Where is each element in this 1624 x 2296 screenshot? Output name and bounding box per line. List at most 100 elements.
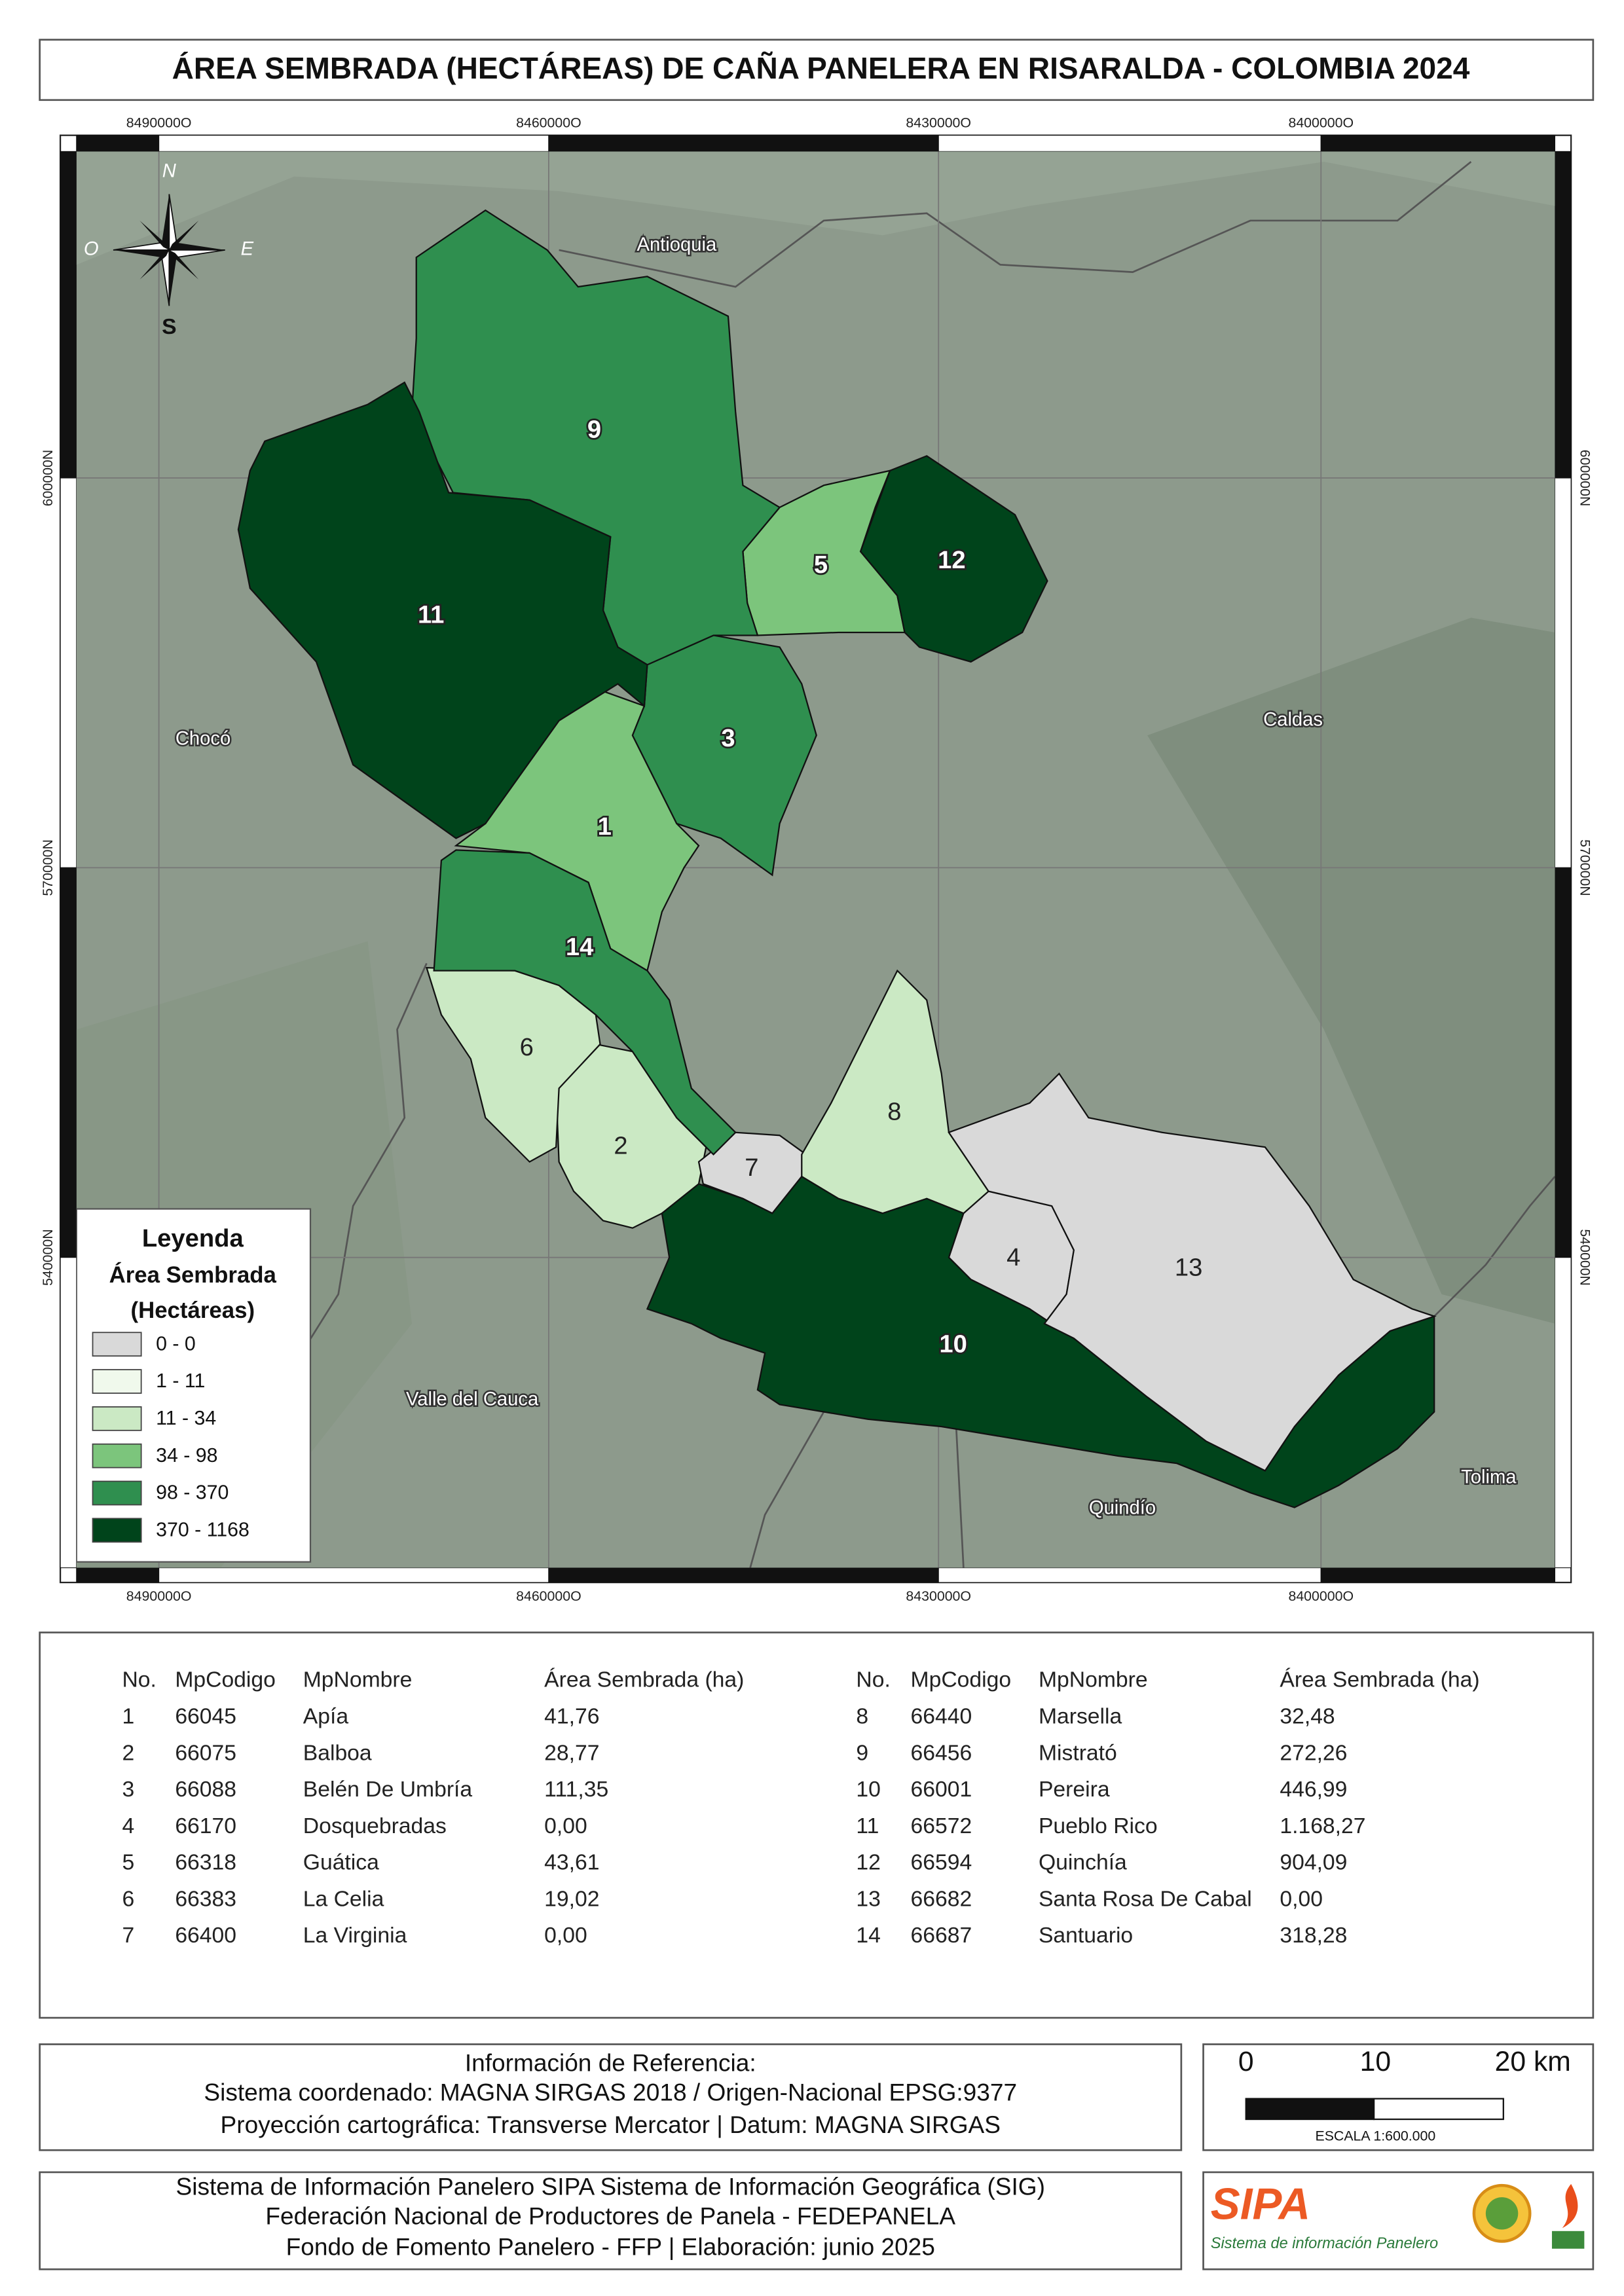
table-cell: 66088: [175, 1777, 236, 1802]
legend-swatch: [92, 1406, 142, 1431]
x-coordinate: 8400000O: [1288, 115, 1354, 130]
table-header: No.: [856, 1668, 890, 1692]
reference-box: [39, 2043, 1183, 2151]
table-cell: 66400: [175, 1923, 236, 1948]
table-cell: 28,77: [544, 1741, 599, 1765]
department-border: [1433, 1176, 1555, 1317]
logo-emblem: [1562, 2183, 1578, 2229]
table-cell: 66170: [175, 1814, 236, 1838]
frame-tick: [158, 1567, 549, 1583]
table: No. MpCodigo MpNombre Área Sembrada (ha) No.…: [122, 1668, 1479, 1948]
frame-tick: [548, 135, 939, 152]
municipality: [859, 455, 1048, 663]
y-coordinate: 600000N: [40, 450, 56, 507]
table-cell: Apía: [303, 1705, 349, 1729]
municipality-number: 13: [1175, 1254, 1202, 1282]
footer-line: Federación Nacional de Productores de Pa…: [265, 2202, 955, 2229]
frame-tick: [1554, 1257, 1572, 1569]
scale-segment: [1245, 2098, 1375, 2121]
y-coordinate: 540000N: [40, 1229, 56, 1286]
terrain: [1147, 617, 1555, 1324]
table-cell: 66075: [175, 1741, 236, 1765]
table-cell: 3: [122, 1777, 134, 1802]
table-cell: 0,00: [1280, 1887, 1323, 1911]
logo-emblem: [1551, 2231, 1585, 2249]
table-cell: 19,02: [544, 1887, 599, 1911]
table-cell: 10: [856, 1777, 880, 1802]
reference: Información de Referencia:Sistema coorde…: [204, 2049, 1017, 2138]
table-cell: 318,28: [1280, 1923, 1347, 1948]
table-cell: Balboa: [303, 1741, 372, 1765]
table-cell: 66687: [911, 1923, 972, 1948]
table-cell: 904,09: [1280, 1851, 1347, 1875]
municipality-number: 14: [566, 933, 594, 961]
table-cell: 4: [122, 1814, 134, 1838]
table-cell: 0,00: [544, 1814, 587, 1838]
frame-tick: [60, 1257, 77, 1569]
municipality-number: 2: [614, 1131, 627, 1159]
frame-tick: [76, 1567, 160, 1583]
frame-tick: [938, 1567, 1321, 1583]
reference-line: Sistema coordenado: MAGNA SIRGAS 2018 / …: [204, 2079, 1017, 2106]
table-cell: 6: [122, 1887, 134, 1911]
y-coordinate: 540000N: [1578, 1229, 1593, 1286]
legend-label: 98 - 370: [156, 1482, 229, 1504]
logo-name: SIPA: [1211, 2180, 1310, 2229]
x-coordinate: 8430000O: [906, 1588, 971, 1604]
x-coordinate: 8490000O: [126, 115, 192, 130]
table-cell: Santuario: [1039, 1923, 1133, 1948]
table-header: Área Sembrada (ha): [544, 1668, 744, 1692]
table-cell: 5: [122, 1851, 134, 1875]
table-cell: 41,76: [544, 1705, 599, 1729]
municipality-number: 5: [814, 551, 828, 579]
legend-label: 370 - 1168: [156, 1520, 249, 1541]
scale-label: 0: [1238, 2046, 1254, 2077]
legend-label: 0 - 0: [156, 1333, 196, 1355]
table-cell: Quinchía: [1039, 1851, 1127, 1875]
table-cell: La Celia: [303, 1887, 384, 1911]
compass-s: S: [162, 315, 176, 339]
footer-box: [39, 2171, 1183, 2270]
municipality-number: 7: [745, 1154, 758, 1182]
legend-label: 1 - 11: [156, 1370, 205, 1392]
municipality-number: 9: [587, 415, 601, 443]
table-cell: 8: [856, 1705, 868, 1729]
table-cell: 66383: [175, 1887, 236, 1911]
table-cell: 7: [122, 1923, 134, 1948]
table-header: MpCodigo: [911, 1668, 1012, 1692]
table-cell: 66682: [911, 1887, 972, 1911]
region-label: Caldas: [1263, 709, 1323, 730]
title: ÁREA SEMBRADA (HECTÁREAS) DE CAÑA PANELE…: [172, 51, 1470, 85]
department-border: [749, 1411, 965, 1568]
table-cell: 66456: [911, 1741, 972, 1765]
region-labels: Antioquia Chocó Caldas Valle del Cauca Quind…: [174, 232, 1518, 1520]
table-cell: 0,00: [544, 1923, 587, 1948]
municipality-number: 8: [887, 1098, 901, 1126]
frame-tick: [60, 867, 77, 1258]
region-label: Antioquia: [637, 234, 716, 255]
footer-line: Fondo de Fomento Panelero - FFP | Elabor…: [286, 2233, 935, 2261]
table-cell: 66318: [175, 1851, 236, 1875]
scale-text: ESCALA 1:600.000: [1315, 2128, 1435, 2144]
frame-tick: [1554, 151, 1572, 479]
table-cell: Pereira: [1039, 1777, 1110, 1802]
scale-label: 10: [1360, 2046, 1391, 2077]
y-coordinate: 570000N: [40, 839, 56, 896]
legend-label: 11 - 34: [156, 1408, 216, 1429]
x-coordinate: 8430000O: [906, 115, 971, 130]
table-box: [39, 1631, 1595, 2019]
legend-swatch: [92, 1443, 142, 1468]
legend-unit: (Hectáreas): [130, 1298, 255, 1323]
table-cell: Mistrató: [1039, 1741, 1117, 1765]
scale-label: 20 km: [1495, 2046, 1571, 2077]
frame-tick: [938, 135, 1321, 152]
x-coordinate: 8460000O: [516, 115, 581, 130]
table-cell: 111,35: [544, 1777, 608, 1802]
table-header: MpCodigo: [175, 1668, 276, 1692]
region-label: Tolima: [1461, 1467, 1517, 1487]
compass-n: N: [162, 161, 177, 182]
department-border: [559, 161, 1472, 288]
table-cell: 14: [856, 1923, 880, 1948]
